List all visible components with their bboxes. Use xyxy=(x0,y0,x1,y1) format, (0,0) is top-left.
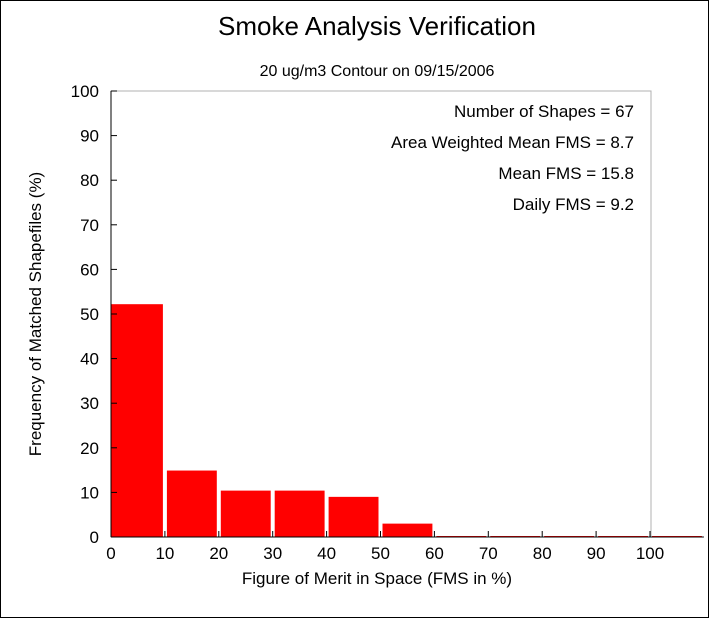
x-tick-labels: 0 10 20 30 40 50 60 70 80 90 100 xyxy=(106,544,664,563)
histogram-bar xyxy=(220,490,271,537)
stat-annotation: Area Weighted Mean FMS = 8.7 xyxy=(391,133,634,152)
y-tick-label: 70 xyxy=(80,216,99,235)
x-tick-label: 10 xyxy=(155,544,174,563)
chart-subtitle: 20 ug/m3 Contour on 09/15/2006 xyxy=(260,63,495,80)
stats-annotations: Number of Shapes = 67 Area Weighted Mean … xyxy=(391,102,634,214)
histogram-bar xyxy=(111,304,163,537)
x-tick-label: 20 xyxy=(209,544,228,563)
y-tick-label: 90 xyxy=(80,127,99,146)
histogram-bar xyxy=(382,523,433,537)
y-tick-label: 50 xyxy=(80,305,99,324)
stat-annotation: Daily FMS = 9.2 xyxy=(513,195,634,214)
x-tick-label: 40 xyxy=(317,544,336,563)
y-tick-label: 60 xyxy=(80,260,99,279)
y-tick-label: 30 xyxy=(80,394,99,413)
axes-group xyxy=(110,90,704,538)
x-tick-label: 0 xyxy=(106,544,115,563)
x-tick-label: 80 xyxy=(533,544,552,563)
x-axis-label: Figure of Merit in Space (FMS in %) xyxy=(242,569,512,588)
y-axis-label: Frequency of Matched Shapefiles (%) xyxy=(26,172,45,456)
x-tick-label: 30 xyxy=(263,544,282,563)
y-tick-label: 40 xyxy=(80,350,99,369)
y-tick-label: 20 xyxy=(80,439,99,458)
histogram-bar xyxy=(274,490,325,537)
y-tick-label: 0 xyxy=(90,528,99,547)
x-tick-label: 90 xyxy=(587,544,606,563)
bars-group xyxy=(111,304,702,537)
x-tick-label: 60 xyxy=(425,544,444,563)
histogram-bar xyxy=(166,470,217,537)
stat-annotation: Mean FMS = 15.8 xyxy=(498,164,634,183)
y-tick-label: 100 xyxy=(71,82,99,101)
x-tick-label: 70 xyxy=(479,544,498,563)
y-tick-labels: 0 10 20 30 40 50 60 70 80 90 100 xyxy=(71,82,99,547)
stat-annotation: Number of Shapes = 67 xyxy=(454,102,634,121)
chart-title: Smoke Analysis Verification xyxy=(218,11,536,41)
x-tick-label: 50 xyxy=(371,544,390,563)
y-tick-label: 10 xyxy=(80,483,99,502)
plot-area xyxy=(110,90,652,538)
histogram-bar xyxy=(328,496,379,537)
y-tick-label: 80 xyxy=(80,171,99,190)
x-tick-label: 100 xyxy=(636,544,664,563)
